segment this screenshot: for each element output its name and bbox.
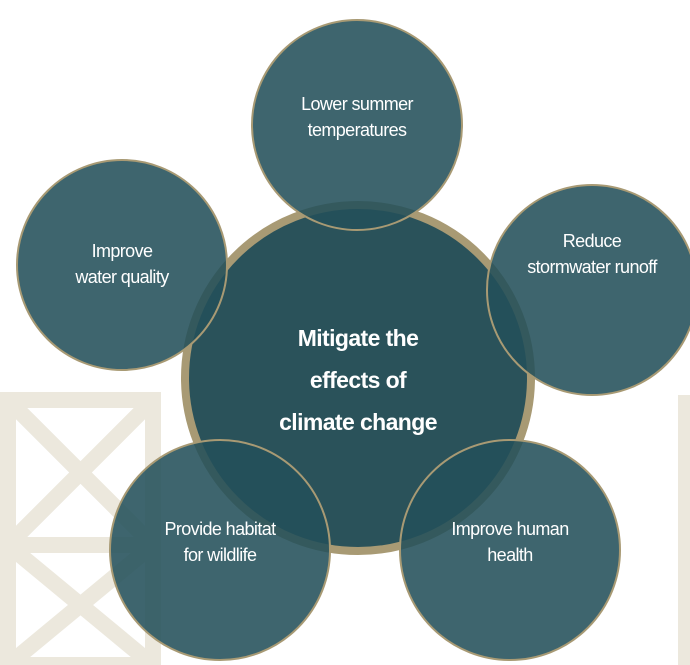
center-label: effects of: [310, 367, 407, 393]
node-label: health: [487, 545, 532, 565]
labels: Lower summer temperatures Improve water qua…: [74, 94, 659, 565]
center-label: Mitigate the: [298, 325, 419, 351]
node-circle: [109, 439, 331, 661]
node-label: water quality: [74, 267, 169, 287]
node-label: Lower summer: [301, 94, 413, 114]
node-label: Provide habitat: [164, 519, 276, 539]
center-label: climate change: [279, 409, 437, 435]
node-label: Reduce: [563, 231, 622, 251]
node-label: Improve human: [451, 519, 568, 539]
node-label: for wildlife: [184, 545, 257, 565]
node-circle: [486, 184, 690, 396]
node-circle: [399, 439, 621, 661]
node-label: Improve: [92, 241, 153, 261]
node-label: stormwater runoff: [527, 257, 658, 277]
node-circle: [251, 19, 463, 231]
circles: [16, 19, 690, 661]
node-circle: [16, 159, 228, 371]
background-bar: [678, 395, 690, 665]
node-label: temperatures: [308, 120, 407, 140]
